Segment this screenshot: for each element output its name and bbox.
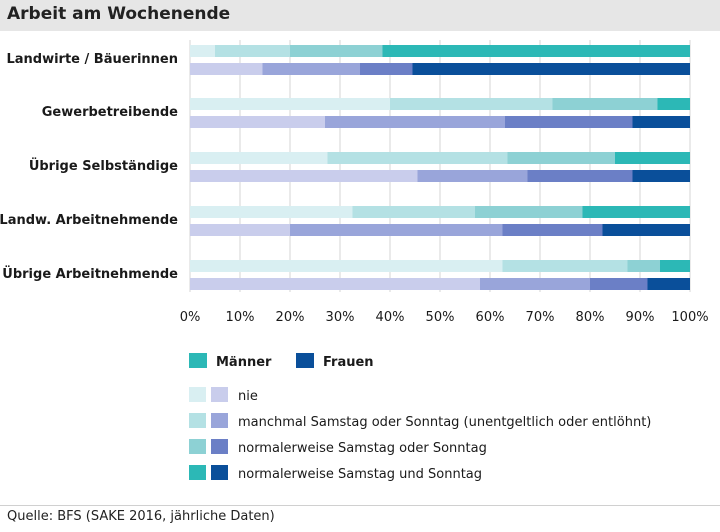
legend-label: Frauen (323, 355, 374, 370)
bar-segment (190, 224, 290, 236)
legend-label: manchmal Samstag oder Sonntag (unentgelt… (238, 415, 651, 430)
bar-segment (190, 260, 503, 272)
bar-segment (475, 206, 583, 218)
chart-frame (0, 31, 720, 506)
bar-segment (480, 278, 590, 290)
title-bar (0, 0, 720, 31)
bar-segment (412, 63, 690, 75)
bar-segment (660, 260, 690, 272)
x-tick-label: 60% (476, 310, 505, 325)
x-tick-label: 20% (276, 310, 305, 325)
legend-label: normalerweise Samstag und Sonntag (238, 467, 482, 482)
bar-segment (505, 116, 633, 128)
bar-segment (590, 278, 648, 290)
legend-swatch-frauen (211, 465, 228, 480)
category-label: Übrige Arbeitnehmende (2, 266, 178, 282)
bar-segment (502, 260, 628, 272)
x-tick-label: 80% (576, 310, 605, 325)
x-tick-label: 100% (671, 310, 708, 325)
legend-label: normalerweise Samstag oder Sonntag (238, 441, 487, 456)
bar-segment (527, 170, 633, 182)
bar-segment (602, 224, 690, 236)
legend-label: Männer (216, 355, 272, 370)
legend-swatch-frauen (296, 353, 314, 368)
bar-segment (190, 206, 353, 218)
bar-segment (502, 224, 603, 236)
legend-swatch-maenner (189, 387, 206, 402)
category-label: Übrige Selbständige (29, 158, 178, 174)
x-tick-label: 40% (376, 310, 405, 325)
x-tick-label: 70% (526, 310, 555, 325)
bar-segment (632, 170, 690, 182)
bar-segment (190, 98, 390, 110)
legend-swatch-maenner (189, 465, 206, 480)
legend-label: nie (238, 389, 258, 404)
legend-swatch-frauen (211, 439, 228, 454)
x-tick-label: 30% (326, 310, 355, 325)
legend-swatch-maenner (189, 413, 206, 428)
bar-segment (382, 45, 690, 57)
bar-segment (582, 206, 690, 218)
bar-segment (615, 152, 690, 164)
bar-segment (390, 98, 553, 110)
category-label: Landwirte / Bäuerinnen (6, 52, 178, 67)
bar-segment (552, 98, 658, 110)
legend-swatch-maenner (189, 439, 206, 454)
bar-segment (627, 260, 660, 272)
x-tick-label: 90% (626, 310, 655, 325)
bar-segment (290, 45, 383, 57)
bar-segment (325, 116, 505, 128)
bar-segment (647, 278, 690, 290)
bar-segment (290, 224, 503, 236)
bar-segment (360, 63, 413, 75)
stacked-bar-chart: 0% 10% 20% 30% 40% 50% 60% 70% 80% 90% 100% Landwir… (0, 40, 709, 482)
category-label: Landw. Arbeitnehmende (0, 213, 178, 228)
legend-swatch-frauen (211, 387, 228, 402)
x-tick-label: 50% (426, 310, 455, 325)
bar-segment (215, 45, 290, 57)
bar-segment (190, 116, 325, 128)
legend-swatch-frauen (211, 413, 228, 428)
bar-segment (632, 116, 690, 128)
page-title: Arbeit am Wochenende (7, 4, 231, 24)
bar-segment (327, 152, 508, 164)
bar-segment (417, 170, 528, 182)
bar-segment (190, 152, 328, 164)
source-note: Quelle: BFS (SAKE 2016, jährliche Daten) (7, 509, 275, 524)
bar-segment (657, 98, 690, 110)
bar-segment (352, 206, 475, 218)
bar-segment (190, 45, 215, 57)
legend-swatch-maenner (189, 353, 207, 368)
x-tick-label: 10% (226, 310, 255, 325)
bar-segment (190, 170, 418, 182)
bar-segment (262, 63, 360, 75)
bar-segment (190, 63, 263, 75)
x-tick-label: 0% (180, 310, 201, 325)
bar-segment (190, 278, 480, 290)
category-label: Gewerbetreibende (42, 105, 178, 120)
bar-segment (507, 152, 615, 164)
